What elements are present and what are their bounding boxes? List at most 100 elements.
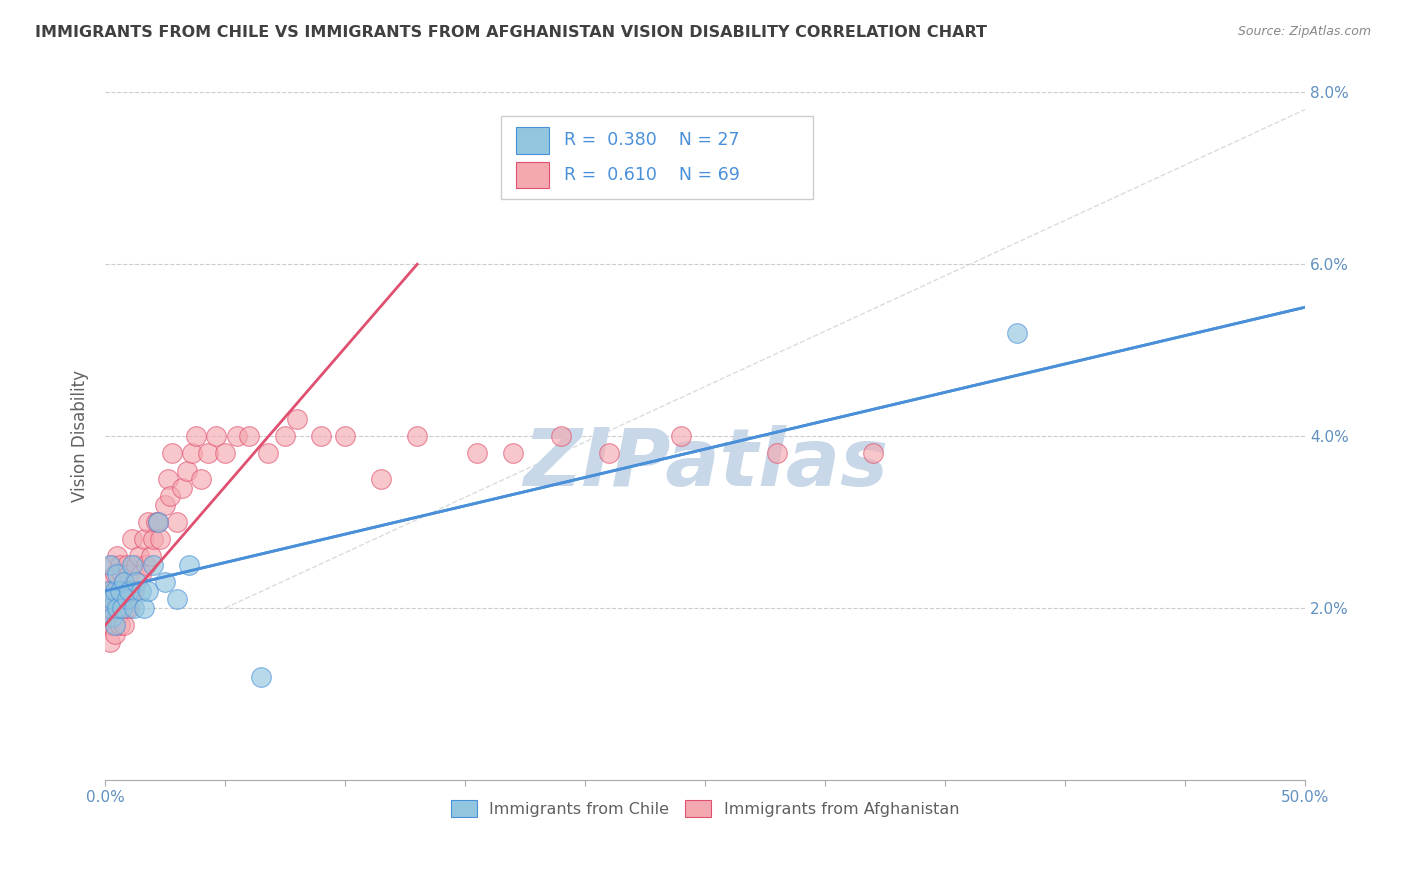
Point	[190, 472, 212, 486]
Point	[142, 533, 165, 547]
Point	[112, 575, 135, 590]
Point	[111, 566, 134, 581]
Point	[129, 566, 152, 581]
Point	[285, 412, 308, 426]
Point	[101, 618, 124, 632]
Point	[142, 558, 165, 572]
Text: R =  0.380    N = 27: R = 0.380 N = 27	[564, 131, 740, 150]
Point	[104, 618, 127, 632]
Point	[139, 549, 162, 564]
Point	[108, 558, 131, 572]
Point	[146, 515, 169, 529]
Point	[176, 464, 198, 478]
Point	[101, 592, 124, 607]
Legend: Immigrants from Chile, Immigrants from Afghanistan: Immigrants from Chile, Immigrants from A…	[444, 793, 966, 823]
Point	[111, 601, 134, 615]
Point	[128, 549, 150, 564]
Point	[118, 566, 141, 581]
Point	[98, 635, 121, 649]
Point	[138, 583, 160, 598]
Point	[135, 558, 157, 572]
Point	[669, 429, 692, 443]
Point	[97, 601, 120, 615]
Point	[108, 618, 131, 632]
Point	[101, 558, 124, 572]
Point	[309, 429, 332, 443]
Bar	[516, 128, 550, 153]
Text: IMMIGRANTS FROM CHILE VS IMMIGRANTS FROM AFGHANISTAN VISION DISABILITY CORRELATI: IMMIGRANTS FROM CHILE VS IMMIGRANTS FROM…	[35, 25, 987, 40]
Point	[406, 429, 429, 443]
Bar	[516, 161, 550, 188]
Point	[122, 601, 145, 615]
Point	[118, 601, 141, 615]
Text: ZIPatlas: ZIPatlas	[523, 425, 887, 503]
Point	[170, 481, 193, 495]
Point	[162, 446, 184, 460]
Point	[121, 558, 143, 572]
Point	[186, 429, 208, 443]
Point	[250, 670, 273, 684]
Y-axis label: Vision Disability: Vision Disability	[72, 370, 89, 502]
Point	[862, 446, 884, 460]
Point	[166, 592, 188, 607]
Point	[155, 575, 177, 590]
Point	[98, 558, 121, 572]
Point	[97, 583, 120, 598]
Point	[101, 609, 124, 624]
Text: R =  0.610    N = 69: R = 0.610 N = 69	[564, 166, 740, 184]
Point	[122, 583, 145, 598]
Point	[115, 601, 138, 615]
Point	[155, 498, 177, 512]
Point	[766, 446, 789, 460]
Point	[226, 429, 249, 443]
Text: Source: ZipAtlas.com: Source: ZipAtlas.com	[1237, 25, 1371, 38]
Point	[132, 601, 155, 615]
Point	[180, 446, 202, 460]
Point	[204, 429, 226, 443]
Point	[132, 533, 155, 547]
Point	[125, 558, 148, 572]
Point	[550, 429, 572, 443]
Point	[145, 515, 167, 529]
Point	[105, 566, 128, 581]
Point	[115, 592, 138, 607]
Point	[149, 533, 172, 547]
Point	[97, 618, 120, 632]
Point	[156, 472, 179, 486]
Point	[111, 601, 134, 615]
Point	[98, 601, 121, 615]
Point	[104, 601, 127, 615]
Point	[502, 446, 524, 460]
Point	[598, 446, 620, 460]
Point	[97, 583, 120, 598]
Point	[1005, 326, 1028, 340]
Point	[214, 446, 236, 460]
Point	[105, 549, 128, 564]
Point	[98, 575, 121, 590]
Point	[108, 583, 131, 598]
Point	[98, 601, 121, 615]
Point	[104, 566, 127, 581]
Point	[138, 515, 160, 529]
Point	[121, 533, 143, 547]
Point	[112, 618, 135, 632]
Point	[179, 558, 201, 572]
Point	[101, 583, 124, 598]
Point	[159, 489, 181, 503]
Point	[118, 583, 141, 598]
Point	[112, 575, 135, 590]
Point	[197, 446, 219, 460]
Point	[108, 583, 131, 598]
Point	[370, 472, 392, 486]
Point	[105, 609, 128, 624]
Point	[465, 446, 488, 460]
Point	[146, 515, 169, 529]
Point	[105, 583, 128, 598]
Point	[104, 583, 127, 598]
Point	[105, 601, 128, 615]
Point	[257, 446, 280, 460]
Point	[115, 558, 138, 572]
Point	[238, 429, 260, 443]
Point	[125, 575, 148, 590]
Point	[121, 583, 143, 598]
